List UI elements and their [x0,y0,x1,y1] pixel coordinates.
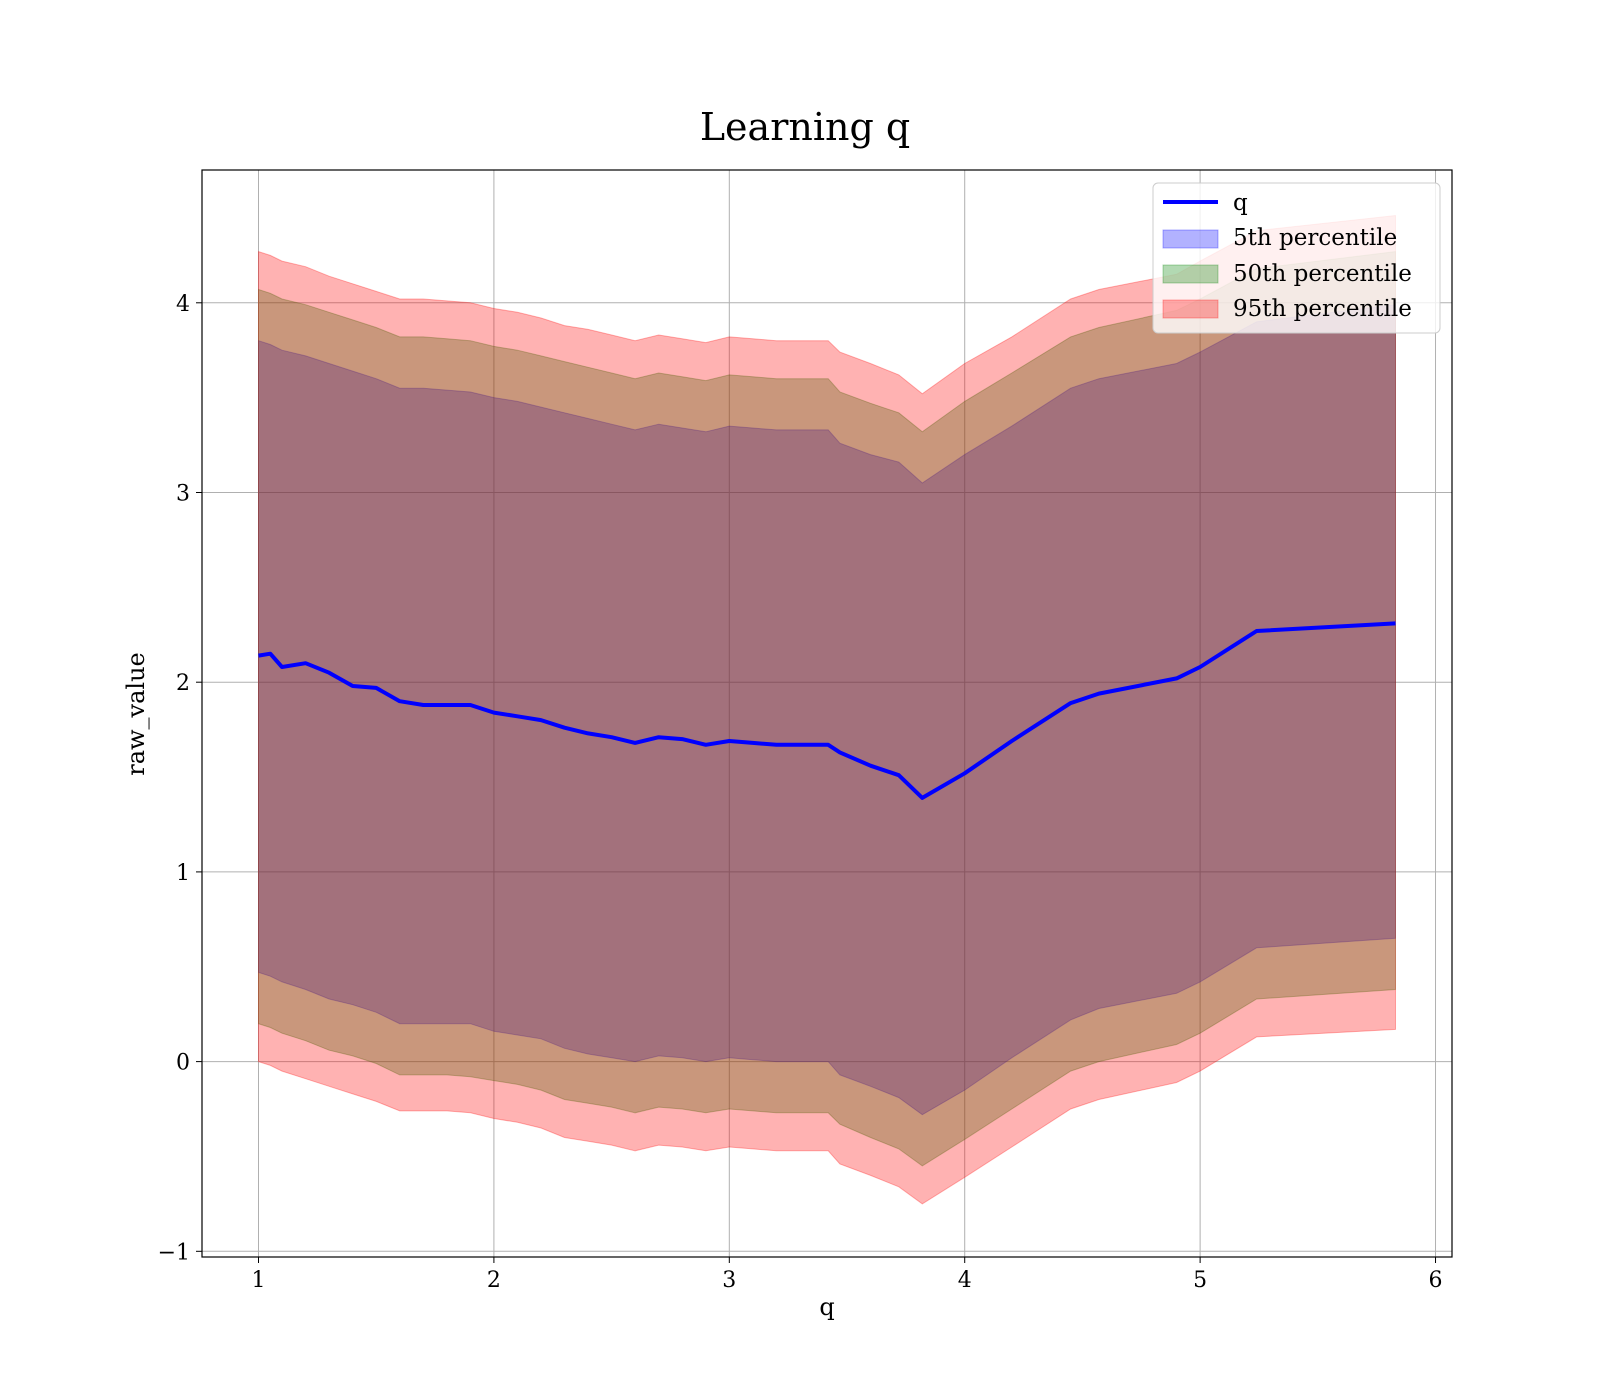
y-tick-label: 3 [176,481,190,506]
y-axis-label: raw_value [122,652,150,776]
x-tick-label: 5 [1193,1268,1207,1293]
legend-label-95th: 95th percentile [1233,296,1412,322]
percentile-bands [258,214,1396,1205]
chart-title: Learning q [700,105,910,149]
y-tick-label: −1 [158,1240,190,1265]
y-tick-label: 4 [176,292,190,317]
axis-ticks: 1 2 3 4 5 6 −1 0 1 2 3 4 [158,292,1443,1293]
plot-frame [201,169,1453,1258]
legend: q 5th percentile 50th percentile 95th pe… [1152,182,1441,334]
x-tick-label: 1 [251,1268,265,1293]
x-tick-label: 4 [958,1268,972,1293]
band-50th-percentile [258,251,1396,1167]
y-tick-label: 0 [176,1051,190,1076]
legend-swatch-95th [1162,299,1219,319]
legend-frame [1152,182,1441,334]
x-tick-label: 3 [722,1268,736,1293]
legend-label-q: q [1233,190,1248,216]
legend-label-5th: 5th percentile [1233,225,1397,251]
legend-label-50th: 50th percentile [1233,261,1412,287]
line-q [258,621,1396,800]
band-95th-percentile [258,214,1396,1205]
series-lines [258,621,1396,800]
legend-swatch-5th [1162,229,1219,249]
x-axis-label: q [819,1293,834,1321]
y-tick-label: 1 [176,861,190,886]
legend-swatch-50th [1162,264,1219,284]
x-tick-label: 2 [487,1268,501,1293]
y-tick-label: 2 [176,671,190,696]
x-tick-label: 6 [1429,1268,1443,1293]
band-5th-percentile [258,304,1396,1116]
